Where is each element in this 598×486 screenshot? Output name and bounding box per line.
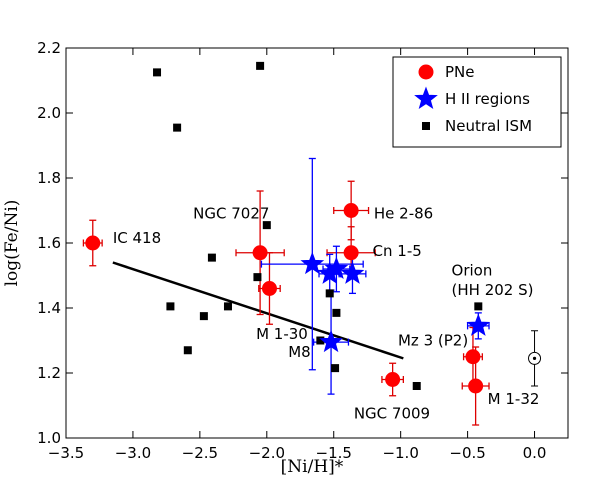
neutral-ism-point xyxy=(412,382,421,390)
y-tick-label: 2.0 xyxy=(37,104,61,122)
hii-region-point xyxy=(300,251,325,275)
point-annotation: Cn 1-5 xyxy=(373,242,422,260)
neutral-ism-point xyxy=(256,61,265,70)
hii-region-point xyxy=(319,329,343,353)
y-tick-label: 1.4 xyxy=(37,299,61,317)
pne-point xyxy=(343,203,359,218)
x-tick-label: −3.0 xyxy=(115,444,151,462)
y-tick-label: 1.0 xyxy=(37,429,61,447)
fit-line xyxy=(112,261,404,360)
hii-region-point xyxy=(340,261,365,284)
fit-line-group xyxy=(112,261,404,360)
neutral-ism-point xyxy=(223,302,232,311)
sun-symbol-dot xyxy=(532,356,537,360)
y-tick-label: 1.8 xyxy=(37,169,61,187)
point-annotation: Mz 3 (P2) xyxy=(398,331,468,349)
neutral-ism-point xyxy=(262,221,271,230)
ticks-group: −3.5 −3.0 −2.5 −2.0 −1.5 −1.0 −0.5 0.0 1.0 1.2 1.4… xyxy=(37,39,568,462)
legend-entries: PNe H II regions Neutral ISM xyxy=(414,63,532,135)
y-tick-label: 1.2 xyxy=(37,364,61,382)
point-annotation: M 1-30 xyxy=(256,325,308,343)
x-tick-label: −1.0 xyxy=(382,444,418,462)
neutral-ism-point xyxy=(207,253,216,262)
neutral-ism-point xyxy=(166,302,175,311)
pne-point xyxy=(465,349,481,365)
neutral-ism-point xyxy=(332,308,341,317)
legend-circle-icon xyxy=(418,64,434,80)
neutral-ism-point xyxy=(199,312,208,321)
point-annotation: Orion xyxy=(452,262,493,280)
neutral-ism-point xyxy=(316,336,325,345)
neutral-ism-point xyxy=(325,289,334,298)
legend-square-icon xyxy=(422,122,430,130)
pne-point xyxy=(85,235,101,251)
legend-label: PNe xyxy=(445,63,475,81)
pne-point xyxy=(385,372,401,387)
legend-star-icon xyxy=(414,86,438,110)
y-tick-label: 2.2 xyxy=(37,39,61,57)
y-tick-label: 1.6 xyxy=(37,234,61,252)
point-annotation: NGC 7027 xyxy=(193,205,269,223)
pne-point xyxy=(261,281,277,296)
legend: PNe H II regions Neutral ISM xyxy=(392,56,562,148)
x-tick-label: −2.0 xyxy=(249,444,285,462)
neutral-ism-point xyxy=(474,302,483,311)
neutral-ism-point xyxy=(183,346,192,355)
point-annotation: NGC 7009 xyxy=(354,405,430,423)
point-annotation: (HH 202 S) xyxy=(452,281,534,299)
neutral-ism-point xyxy=(173,123,182,132)
pne-point xyxy=(343,245,359,261)
hii-region-point xyxy=(466,313,491,336)
legend-label: H II regions xyxy=(445,90,530,108)
y-axis-label: log(Fe/Ni) xyxy=(2,200,22,287)
point-annotation: IC 418 xyxy=(113,229,161,247)
markers-group xyxy=(85,61,491,394)
point-annotation: He 2-86 xyxy=(374,205,433,223)
x-tick-label: −2.5 xyxy=(182,444,218,462)
neutral-ism-point xyxy=(153,68,162,77)
neutral-ism-point xyxy=(331,364,340,373)
x-axis-label: [Ni/H]* xyxy=(281,457,344,477)
pne-point xyxy=(252,245,268,261)
x-tick-label: −0.5 xyxy=(449,444,485,462)
point-annotation: M8 xyxy=(288,343,311,361)
hii-region-point xyxy=(324,256,349,280)
x-tick-label: 0.0 xyxy=(523,444,547,462)
x-tick-label: −3.5 xyxy=(48,444,84,462)
legend-label: Neutral ISM xyxy=(445,117,532,135)
sun-symbol-group xyxy=(528,330,542,387)
point-annotation: M 1-32 xyxy=(488,390,540,408)
pne-point xyxy=(468,378,484,394)
x-tick-label: −1.5 xyxy=(316,444,352,462)
neutral-ism-point xyxy=(253,273,262,282)
